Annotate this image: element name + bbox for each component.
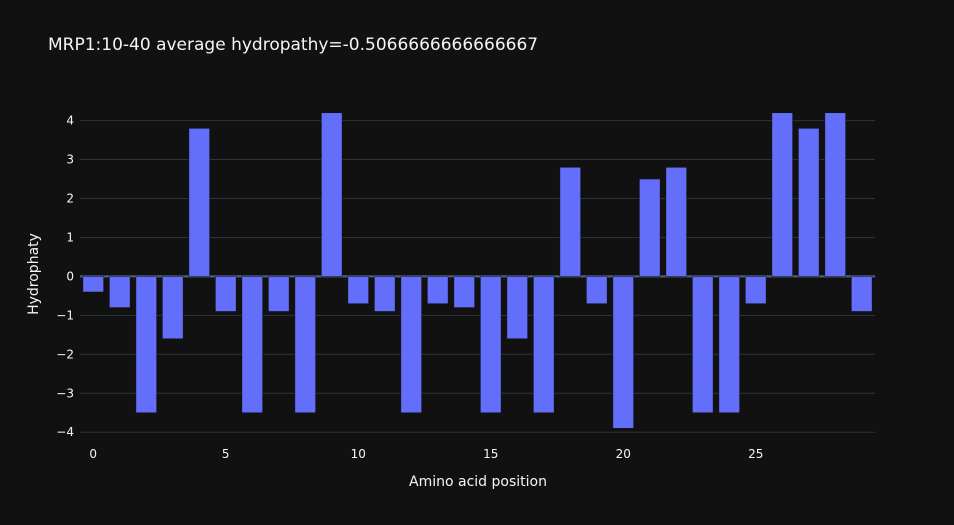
bar[interactable] — [692, 276, 714, 413]
x-axis-title: Amino acid position — [409, 474, 547, 490]
bar[interactable] — [374, 276, 396, 312]
bar[interactable] — [798, 128, 820, 277]
y-tick-label: −4 — [56, 425, 74, 439]
x-tick-label: 10 — [351, 447, 366, 461]
x-tick-label: 15 — [483, 447, 498, 461]
bar[interactable] — [612, 276, 634, 429]
x-tick-label: 5 — [222, 447, 230, 461]
y-tick-label: 4 — [66, 114, 74, 128]
bar[interactable] — [135, 276, 157, 413]
bar[interactable] — [586, 276, 608, 304]
x-tick-label: 20 — [616, 447, 631, 461]
bar[interactable] — [427, 276, 449, 304]
bar[interactable] — [533, 276, 555, 413]
bar[interactable] — [215, 276, 237, 312]
y-tick-label: −2 — [56, 347, 74, 361]
x-tick-label: 25 — [748, 447, 763, 461]
y-tick-label: −3 — [56, 386, 74, 400]
x-tick-label: 0 — [89, 447, 97, 461]
y-axis-title: Hydrophaty — [26, 233, 42, 315]
bar[interactable] — [665, 167, 687, 277]
bar[interactable] — [400, 276, 422, 413]
bar[interactable] — [851, 276, 873, 312]
bar[interactable] — [506, 276, 528, 339]
chart-title: MRP1:10-40 average hydropathy=-0.5066666… — [48, 35, 538, 55]
bar[interactable] — [559, 167, 581, 277]
y-tick-label: 0 — [66, 269, 74, 283]
bar[interactable] — [188, 128, 210, 277]
bar[interactable] — [162, 276, 184, 339]
y-tick-label: 2 — [66, 191, 74, 205]
bar[interactable] — [347, 276, 369, 304]
bar[interactable] — [321, 112, 343, 277]
bar[interactable] — [480, 276, 502, 413]
bars — [82, 112, 873, 429]
bar[interactable] — [82, 276, 104, 293]
gridlines — [80, 120, 875, 433]
bar[interactable] — [745, 276, 767, 304]
y-axis-ticks: −4 −3 −2 −1 0 1 2 3 4 — [56, 114, 74, 440]
bar[interactable] — [453, 276, 475, 308]
y-tick-label: −1 — [56, 308, 74, 322]
y-tick-label: 1 — [66, 230, 74, 244]
bar[interactable] — [268, 276, 290, 312]
bar[interactable] — [771, 112, 793, 277]
bar[interactable] — [718, 276, 740, 413]
x-axis-ticks: 0 5 10 15 20 25 — [89, 447, 763, 461]
bar[interactable] — [241, 276, 263, 413]
y-tick-label: 3 — [66, 153, 74, 167]
bar[interactable] — [109, 276, 131, 308]
bar[interactable] — [294, 276, 316, 413]
bar[interactable] — [824, 112, 846, 277]
bar[interactable] — [639, 178, 661, 277]
